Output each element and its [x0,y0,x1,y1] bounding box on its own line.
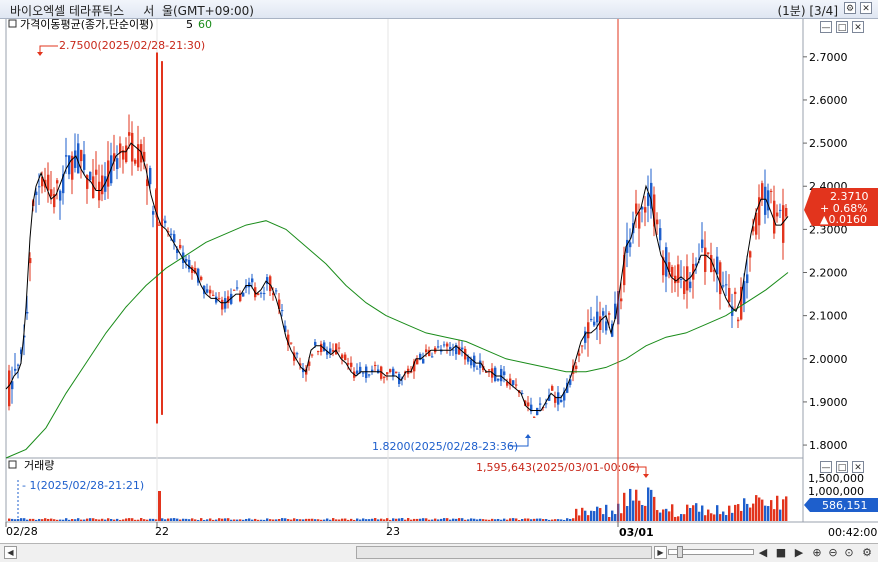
panel-close-icon[interactable]: ✕ [852,21,864,33]
svg-text:2.3710: 2.3710 [830,190,869,203]
ma-long-line [5,220,789,459]
scroll-thumb[interactable] [356,546,652,559]
y-tick-label: 1.8000 [809,439,848,452]
y-tick-label: 1.9000 [809,396,848,409]
volume-panel-close-icon[interactable]: ✕ [852,461,864,473]
first-page-icon[interactable]: ◀ [758,546,768,559]
scroll-right-icon[interactable]: ▶ [654,546,667,559]
ma-short-line [5,142,789,411]
x-label-23: 23 [386,525,400,538]
low-annotation: 1.8200(2025/02/28-23:36) [372,440,518,453]
panel-shrink-icon[interactable]: — [820,21,832,33]
zoom-in-icon[interactable]: ⊕ [812,546,822,559]
panel-maximize-icon[interactable]: □ [836,21,848,33]
y-tick-label: 2.7000 [809,51,848,64]
x-label-22: 22 [155,525,169,538]
volume-tick-1: 1,500,000 [808,472,864,485]
svg-text:+ 0.68%: + 0.68% [820,202,868,215]
zoom-slider[interactable] [668,546,754,558]
volume-bars [8,487,788,521]
volume-max-annotation: 1,595,643(2025/03/01-00:06) [476,461,640,474]
volume-label: 거래량 [24,459,54,472]
y-tick-label: 2.5000 [809,137,848,150]
title-bar: 바이오엑셀 테라퓨틱스 서 울(GMT+09:00) (1분) [3/4] ⚙ … [0,0,878,19]
volume-panel-maximize-icon[interactable]: □ [836,461,848,473]
y-tick-label: 2.2000 [809,267,848,280]
y-tick-label: 2.1000 [809,310,848,323]
time-end-label: 00:42:00 [828,526,877,539]
volume-max-arrow [630,466,647,474]
last-volume-badge: 586,151 [804,498,878,512]
x-label-0301: 03/01 [619,526,654,539]
low-annotation-arrow [510,438,529,447]
next-page-icon[interactable]: ▶ [794,546,804,559]
high-annotation: 2.7500(2025/02/28-21:30) [59,39,205,52]
svg-text:▲0.0160: ▲0.0160 [820,213,867,226]
ma-short-period: 5 [186,18,193,31]
horizontal-scrollbar[interactable]: ◀ ▶ ◀ ■ ▶ ⊕ ⊖ ⊙ ⚙ [0,543,878,562]
high-annotation-arrow [39,45,58,52]
zoom-reset-icon[interactable]: ⊙ [844,546,854,559]
volume-tick-2: 1,000,000 [808,485,864,498]
close-icon[interactable]: ✕ [860,2,872,14]
stop-icon[interactable]: ■ [775,546,787,559]
chart-settings-icon[interactable]: ⚙ [862,546,872,559]
zoom-out-icon[interactable]: ⊖ [828,546,838,559]
zoom-slider-knob[interactable] [677,546,683,558]
y-tick-label: 2.0000 [809,353,848,366]
last-price-badge: 2.3710 + 0.68% ▲0.0160 [804,188,878,226]
svg-text:586,151: 586,151 [822,499,868,512]
volume-panel-shrink-icon[interactable]: — [820,461,832,473]
y-tick-label: 2.6000 [809,94,848,107]
indicator-label: 가격이동평균(종가,단순이평) [20,18,154,31]
y-tick-label: 2.3000 [809,223,848,236]
scroll-left-icon[interactable]: ◀ [4,546,17,559]
ma-long-period: 60 [198,18,212,31]
window-title: 바이오엑셀 테라퓨틱스 서 울(GMT+09:00) [10,4,254,18]
settings-icon[interactable]: ⚙ [844,2,856,14]
candlesticks [8,52,788,424]
interval-label[interactable]: (1분) [3/4] [777,4,838,18]
volume-min-annotation: - 1(2025/02/28-21:21) [22,479,144,492]
x-label-0228: 02/28 [6,525,38,538]
